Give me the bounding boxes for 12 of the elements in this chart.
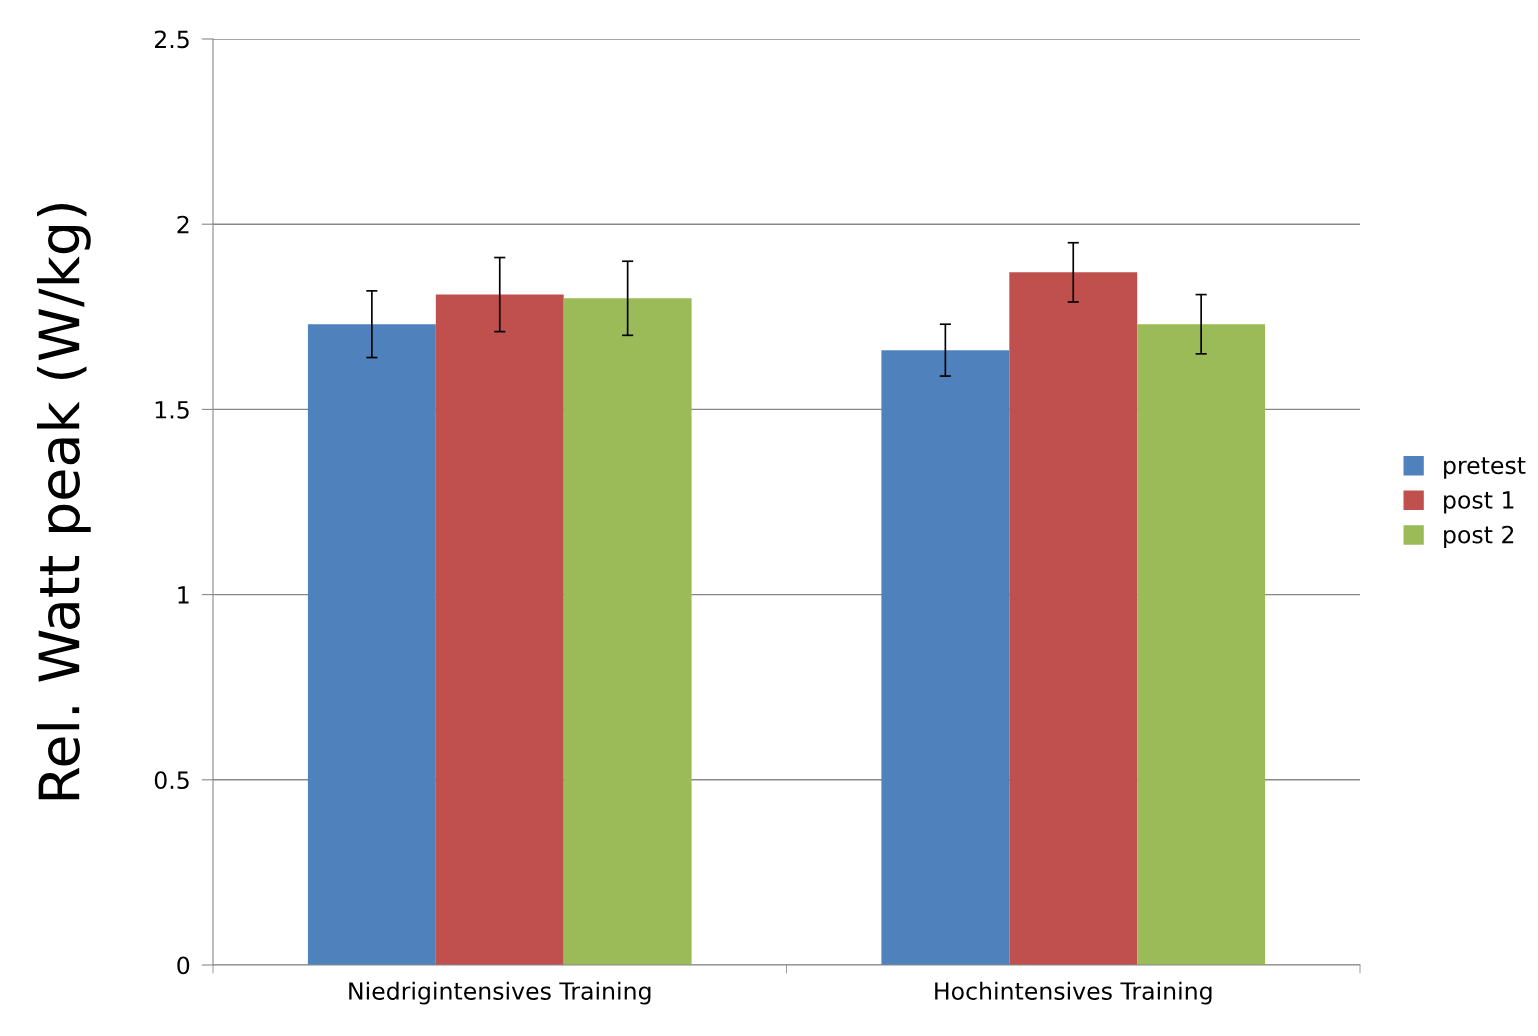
x-tick-label: Niedrigintensives Training	[349, 981, 651, 1005]
y-tick-label: 1	[178, 586, 189, 604]
legend-label: post 2	[1444, 525, 1514, 549]
y-tick-label: 0.5	[154, 771, 189, 790]
y-tick-label: 1.5	[155, 401, 189, 419]
y-tick-label: 2.5	[154, 30, 189, 49]
x-tick-label: Hochintensives Training	[935, 981, 1212, 1005]
legend-label: pretest	[1444, 457, 1526, 479]
y-axis-title: Rel. Watt peak (W/kg)	[36, 204, 91, 800]
y-tick-label: 2	[177, 215, 189, 234]
legend-label: post 1	[1444, 491, 1514, 514]
y-tick-label: 0	[177, 956, 190, 975]
